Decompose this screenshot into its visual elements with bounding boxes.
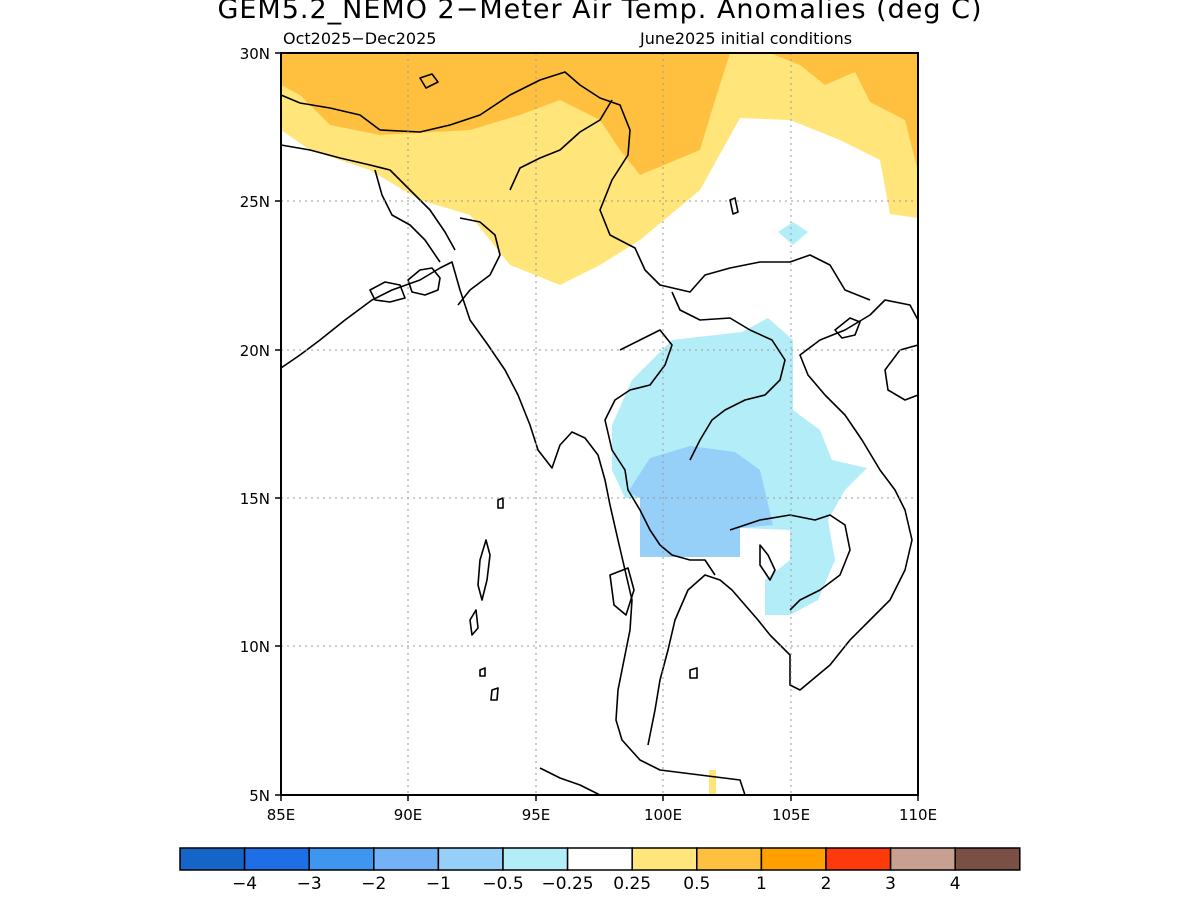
warm-anomaly-coastal-patch <box>709 770 716 795</box>
colorbar-label: −0.5 <box>482 874 523 894</box>
lon-tick-100E: 100E <box>644 806 682 824</box>
axis-ticks <box>275 52 919 801</box>
colorbar-swatch <box>889 847 956 871</box>
map-grid <box>281 53 918 795</box>
lat-tick-20N: 20N <box>240 342 270 360</box>
colorbar-swatch <box>631 847 698 871</box>
warm-anomaly-medium-region <box>281 53 730 175</box>
cool-anomaly-small-patch <box>778 222 808 245</box>
lon-tick-95E: 95E <box>522 806 551 824</box>
colorbar-swatch <box>760 847 827 871</box>
initial-conditions-label: June2025 initial conditions <box>640 29 853 48</box>
warm-anomaly-medium-region-east <box>770 53 918 172</box>
lon-tick-110E: 110E <box>899 806 937 824</box>
colorbar-swatch <box>502 847 569 871</box>
colorbar-label: 3 <box>885 874 896 894</box>
colorbar-swatch <box>243 847 310 871</box>
colorbar-swatch <box>566 847 633 871</box>
colorbar-label: 0.25 <box>613 874 651 894</box>
colorbar-swatch <box>437 847 504 871</box>
lat-tick-5N: 5N <box>249 787 270 805</box>
lon-tick-85E: 85E <box>267 806 296 824</box>
colorbar-label: 0.5 <box>683 874 710 894</box>
period-label: Oct2025−Dec2025 <box>283 29 437 48</box>
colorbar: −4 −3 −2 −1 −0.5 −0.25 0.25 0.5 1 2 3 4 <box>179 847 1021 894</box>
chart-title: GEM5.2_NEMO 2−Meter Air Temp. Anomalies … <box>217 0 983 25</box>
lon-tick-105E: 105E <box>772 806 810 824</box>
colorbar-label: 2 <box>821 874 832 894</box>
colorbar-swatch <box>179 847 246 871</box>
colorbar-swatch <box>825 847 892 871</box>
lat-tick-15N: 15N <box>240 490 270 508</box>
colorbar-label: −4 <box>232 874 257 894</box>
colorbar-swatch <box>696 847 763 871</box>
colorbar-label: −2 <box>361 874 386 894</box>
lon-tick-90E: 90E <box>394 806 423 824</box>
colorbar-label: −1 <box>426 874 451 894</box>
cool-anomaly-medium-region <box>628 446 773 557</box>
map-frame <box>280 52 919 796</box>
lat-tick-25N: 25N <box>240 193 270 211</box>
lat-tick-30N: 30N <box>240 45 270 63</box>
colorbar-swatch <box>954 847 1021 871</box>
lat-tick-10N: 10N <box>240 638 270 656</box>
colorbar-swatch <box>373 847 440 871</box>
colorbar-label: 1 <box>756 874 767 894</box>
colorbar-label: 4 <box>950 874 961 894</box>
colorbar-swatch <box>308 847 375 871</box>
colorbar-label: −3 <box>297 874 322 894</box>
colorbar-label: −0.25 <box>542 874 594 894</box>
coastlines-and-borders <box>281 71 918 795</box>
